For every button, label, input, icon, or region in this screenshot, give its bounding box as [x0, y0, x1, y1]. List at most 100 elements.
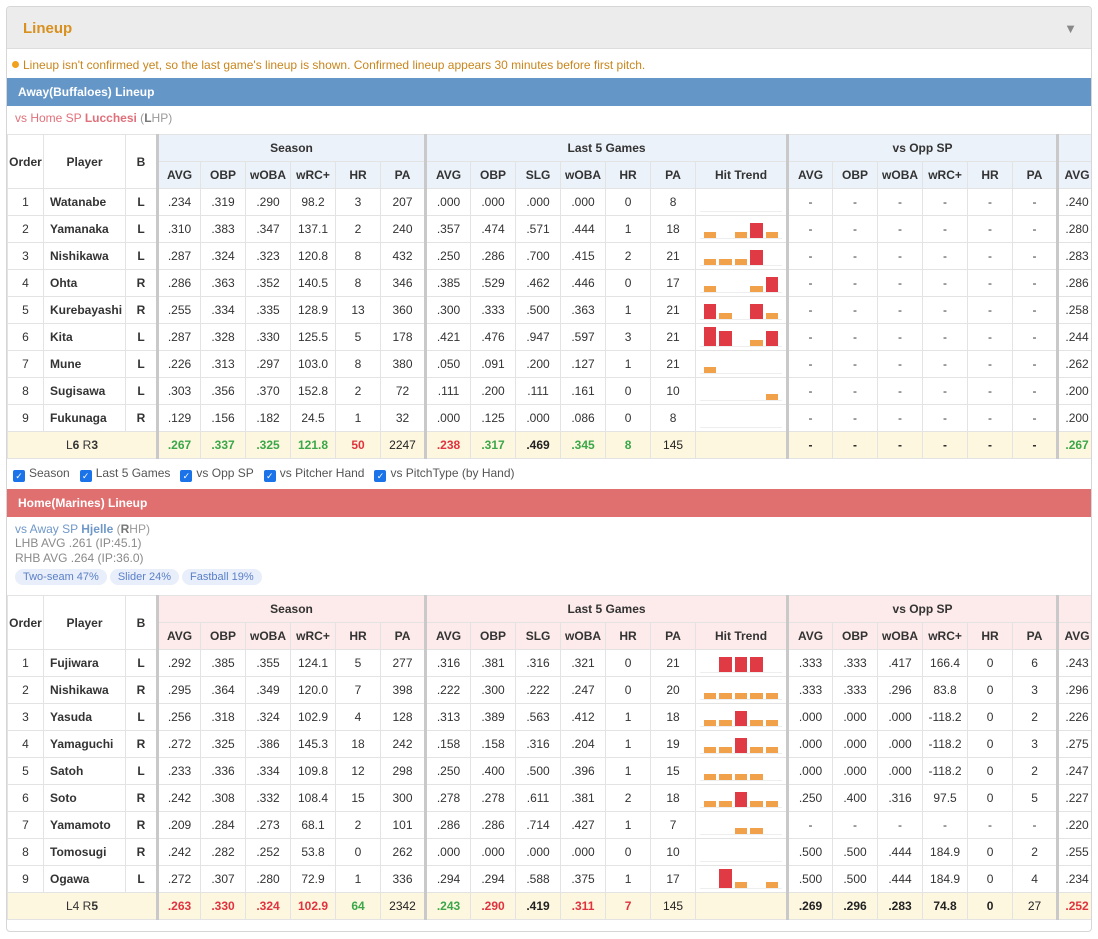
- col-season-pa[interactable]: PA: [379, 161, 428, 189]
- pitch-type-chip[interactable]: Fastball 19%: [182, 569, 262, 585]
- player-name-link[interactable]: Watanabe: [43, 188, 126, 216]
- col-extra-avg[interactable]: AVG: [1057, 622, 1091, 650]
- player-row[interactable]: 8 Sugisawa L .303.356.370 152.8 2 72.111.200.1…: [7, 377, 1091, 405]
- player-name-link[interactable]: Fujiwara: [43, 649, 126, 677]
- col-opp-pa[interactable]: PA: [1012, 622, 1060, 650]
- player-name-link[interactable]: Soto: [43, 784, 126, 812]
- checkbox-checked-icon[interactable]: ✓: [263, 470, 276, 482]
- player-row[interactable]: 8 Tomosugi R .242.282.252 53.8 0 262.000.000.0…: [7, 838, 1091, 866]
- player-row[interactable]: 1 Watanabe L .234.319.290 98.2 3 207.000.000.0…: [7, 188, 1091, 216]
- col-last5-pa[interactable]: PA: [650, 622, 697, 650]
- player-name-link[interactable]: Yamamoto: [43, 811, 126, 839]
- col-last5-woba[interactable]: wOBA: [560, 161, 607, 189]
- player-name-link[interactable]: Satoh: [43, 757, 126, 785]
- col-opp-hr[interactable]: HR: [967, 622, 1014, 650]
- checkbox-checked-icon[interactable]: ✓: [13, 470, 25, 482]
- col-opp-woba[interactable]: wOBA: [877, 622, 924, 650]
- player-name-link[interactable]: Fukunaga: [43, 404, 126, 432]
- col-opp-hr[interactable]: HR: [967, 161, 1014, 189]
- sp-name-link[interactable]: Hjelle: [81, 522, 114, 536]
- col-extra-avg[interactable]: AVG: [1057, 161, 1091, 189]
- col-last5-obp[interactable]: OBP: [470, 622, 517, 650]
- checkbox-checked-icon[interactable]: ✓: [180, 470, 193, 482]
- col-season-wrc[interactable]: wRC+: [290, 161, 336, 189]
- col-opp-wrc[interactable]: wRC+: [922, 622, 969, 650]
- col-season-obp[interactable]: OBP: [200, 622, 246, 650]
- col-last5-avg[interactable]: AVG: [425, 622, 472, 650]
- col-last5-slg[interactable]: SLG: [515, 622, 562, 650]
- player-name-link[interactable]: Ogawa: [43, 865, 126, 893]
- col-player[interactable]: Player: [43, 595, 126, 650]
- col-season-hr[interactable]: HR: [335, 622, 381, 650]
- player-name-link[interactable]: Ohta: [43, 269, 126, 297]
- col-opp-obp[interactable]: OBP: [832, 622, 879, 650]
- col-last5-slg[interactable]: SLG: [515, 161, 562, 189]
- col-season-avg[interactable]: AVG: [157, 161, 201, 189]
- filter-checkbox[interactable]: ✓ Last 5 Games: [79, 466, 170, 482]
- filter-checkbox[interactable]: ✓ vs Opp SP: [180, 466, 254, 482]
- panel-header[interactable]: Lineup ▼: [7, 7, 1091, 49]
- col-last5-hr[interactable]: HR: [605, 622, 652, 650]
- player-row[interactable]: 9 Ogawa L .272.307.280 72.9 1 336.294.294.588.…: [7, 865, 1091, 893]
- player-row[interactable]: 6 Kita L .287.328.330 125.5 5 178.421.476.947.…: [7, 323, 1091, 351]
- player-row[interactable]: 1 Fujiwara L .292.385.355 124.1 5 277.316.381.…: [7, 649, 1091, 677]
- col-season-hr[interactable]: HR: [335, 161, 381, 189]
- player-row[interactable]: 3 Nishikawa L .287.324.323 120.8 8 432.250.286…: [7, 242, 1091, 270]
- col-opp-pa[interactable]: PA: [1012, 161, 1060, 189]
- sp-name-link[interactable]: Lucchesi: [84, 111, 137, 125]
- col-last5-woba[interactable]: wOBA: [560, 622, 607, 650]
- col-last5-hr[interactable]: HR: [605, 161, 652, 189]
- player-name-link[interactable]: Kita: [43, 323, 126, 351]
- player-name-link[interactable]: Yasuda: [43, 703, 126, 731]
- col-player[interactable]: Player: [43, 134, 126, 189]
- filter-checkbox[interactable]: ✓ vs Pitcher Hand: [263, 466, 364, 482]
- col-season-obp[interactable]: OBP: [200, 161, 246, 189]
- player-name-link[interactable]: Yamanaka: [43, 215, 126, 243]
- col-last5-obp[interactable]: OBP: [470, 161, 517, 189]
- col-opp-wrc[interactable]: wRC+: [922, 161, 969, 189]
- opp-wrc: -: [922, 296, 969, 324]
- player-row[interactable]: 6 Soto R .242.308.332 108.4 15 300.278.278.611…: [7, 784, 1091, 812]
- col-opp-avg[interactable]: AVG: [787, 161, 834, 189]
- player-name-link[interactable]: Mune: [43, 350, 126, 378]
- col-season-pa[interactable]: PA: [379, 622, 428, 650]
- player-row[interactable]: 2 Nishikawa R .295.364.349 120.0 7 398.222.300…: [7, 676, 1091, 704]
- player-row[interactable]: 4 Yamaguchi R .272.325.386 145.3 18 242.158.15…: [7, 730, 1091, 758]
- player-row[interactable]: 2 Yamanaka L .310.383.347 137.1 2 240.357.474.…: [7, 215, 1091, 243]
- col-bats[interactable]: B: [125, 134, 159, 189]
- player-row[interactable]: 3 Yasuda L .256.318.324 102.9 4 128.313.389.56…: [7, 703, 1091, 731]
- player-row[interactable]: 4 Ohta R .286.363.352 140.5 8 346.385.529.462.…: [7, 269, 1091, 297]
- col-opp-avg[interactable]: AVG: [787, 622, 834, 650]
- player-name-link[interactable]: Tomosugi: [43, 838, 126, 866]
- checkbox-checked-icon[interactable]: ✓: [374, 470, 387, 482]
- col-season-woba[interactable]: wOBA: [245, 622, 291, 650]
- player-name-link[interactable]: Nishikawa: [43, 242, 126, 270]
- col-last5-trend[interactable]: Hit Trend: [695, 622, 790, 650]
- filter-checkbox[interactable]: ✓ Season: [13, 466, 70, 482]
- player-row[interactable]: 7 Yamamoto R .209.284.273 68.1 2 101.286.286.7…: [7, 811, 1091, 839]
- col-last5-trend[interactable]: Hit Trend: [695, 161, 790, 189]
- col-opp-woba[interactable]: wOBA: [877, 161, 924, 189]
- player-row[interactable]: 5 Kurebayashi R .255.334.335 128.9 13 360.300.…: [7, 296, 1091, 324]
- player-row[interactable]: 7 Mune L .226.313.297 103.0 8 380.050.091.200.…: [7, 350, 1091, 378]
- col-season-avg[interactable]: AVG: [157, 622, 201, 650]
- player-row[interactable]: 9 Fukunaga R .129.156.182 24.5 1 32.000.125.00…: [7, 404, 1091, 432]
- col-opp-obp[interactable]: OBP: [832, 161, 879, 189]
- pitch-type-chip[interactable]: Slider 24%: [109, 569, 180, 585]
- col-bats[interactable]: B: [125, 595, 159, 650]
- col-last5-pa[interactable]: PA: [650, 161, 697, 189]
- col-season-woba[interactable]: wOBA: [245, 161, 291, 189]
- col-order[interactable]: Order: [7, 134, 44, 189]
- pitch-type-chip[interactable]: Two-seam 47%: [15, 569, 107, 585]
- player-name-link[interactable]: Kurebayashi: [43, 296, 126, 324]
- player-row[interactable]: 5 Satoh L .233.336.334 109.8 12 298.250.400.50…: [7, 757, 1091, 785]
- col-order[interactable]: Order: [7, 595, 44, 650]
- player-name-link[interactable]: Yamaguchi: [43, 730, 126, 758]
- checkbox-checked-icon[interactable]: ✓: [79, 470, 92, 482]
- player-name-link[interactable]: Nishikawa: [43, 676, 126, 704]
- player-name-link[interactable]: Sugisawa: [43, 377, 126, 405]
- col-last5-avg[interactable]: AVG: [425, 161, 472, 189]
- collapse-icon[interactable]: ▼: [1064, 21, 1077, 36]
- filter-checkbox[interactable]: ✓ vs PitchType (by Hand): [374, 466, 515, 482]
- col-season-wrc[interactable]: wRC+: [290, 622, 336, 650]
